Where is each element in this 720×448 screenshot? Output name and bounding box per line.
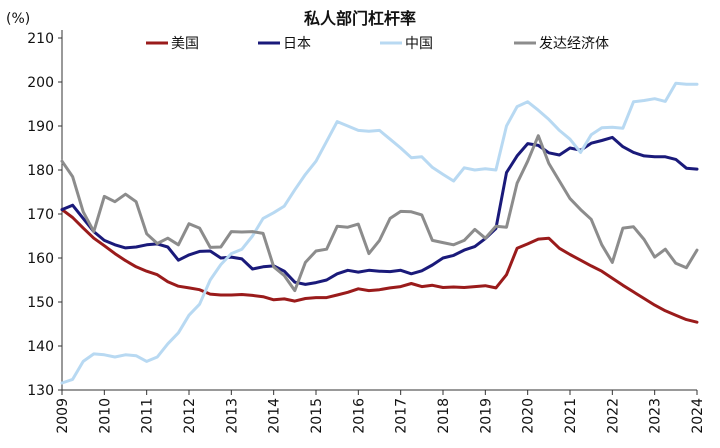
x-tick-label: 2013 <box>224 398 240 434</box>
x-tick-label: 2024 <box>690 398 706 434</box>
series-line-3 <box>60 81 699 385</box>
legend-label-2: 日本 <box>283 36 311 52</box>
x-tick-label: 2017 <box>394 398 410 434</box>
y-tick-label: 180 <box>27 163 54 179</box>
legend-label-4: 发达经济体 <box>539 36 609 52</box>
y-tick-label: 130 <box>27 383 54 399</box>
y-tick-label: 160 <box>27 251 54 267</box>
x-tick-label: 2010 <box>97 398 113 434</box>
y-axis-unit-label: (%) <box>6 11 30 27</box>
x-tick-label: 2018 <box>436 398 452 434</box>
y-tick-label: 140 <box>27 339 54 355</box>
y-tick-label: 200 <box>27 75 54 91</box>
x-tick-label: 2020 <box>521 398 537 434</box>
chart-title: 私人部门杠杆率 <box>304 9 416 28</box>
x-tick-label: 2016 <box>351 398 367 434</box>
y-tick-label: 150 <box>27 295 54 311</box>
series-line-4 <box>60 134 699 293</box>
x-tick-label: 2023 <box>648 398 664 434</box>
x-axis: 2009 2010 2011 2012 2013 2014 2015 2016 2017 2018… <box>55 389 706 434</box>
chart-legend: 美国 日本 中国 发达经济体 <box>146 36 609 52</box>
x-tick-label: 2015 <box>309 398 325 434</box>
x-tick-label: 2021 <box>563 398 579 434</box>
y-tick-label: 190 <box>27 119 54 135</box>
legend-label-1: 美国 <box>171 36 199 52</box>
series-line-1 <box>60 208 699 324</box>
y-tick-label: 170 <box>27 207 54 223</box>
legend-label-3: 中国 <box>405 36 433 52</box>
x-tick-label: 2022 <box>605 398 621 434</box>
x-tick-label: 2009 <box>55 398 71 434</box>
x-tick-label: 2011 <box>140 398 156 434</box>
y-tick-label: 210 <box>27 31 54 47</box>
x-tick-label: 2012 <box>182 398 198 434</box>
x-tick-label: 2019 <box>478 398 494 434</box>
x-tick-label: 2014 <box>267 398 283 434</box>
plot-series <box>60 81 699 385</box>
y-axis: 130 140 150 160 170 180 190 200 210 <box>27 30 63 399</box>
series-line-2 <box>60 135 699 286</box>
